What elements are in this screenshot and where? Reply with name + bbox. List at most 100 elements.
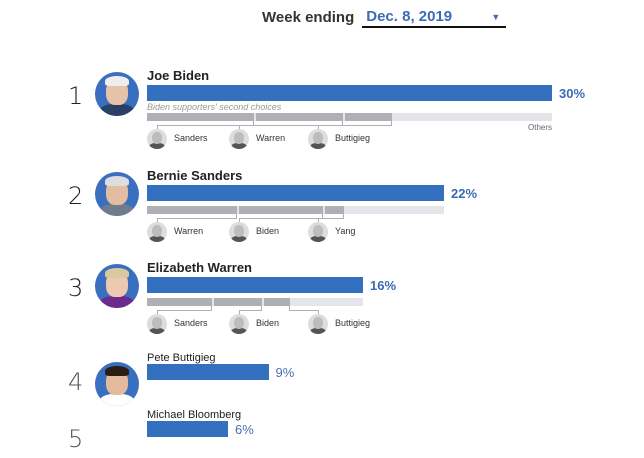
photo-body	[310, 143, 326, 149]
second-choice-segment	[325, 206, 344, 214]
photo-face	[313, 132, 323, 144]
connector-line	[239, 214, 323, 219]
support-value-label: 6%	[235, 422, 254, 437]
second-choice-segment	[239, 206, 324, 214]
photo-body	[99, 104, 135, 116]
photo-face	[234, 132, 244, 144]
second-choice-name: Biden	[256, 318, 280, 328]
connector-line	[239, 306, 261, 311]
support-value-label: 9%	[275, 365, 295, 380]
photo-body	[231, 236, 247, 242]
candidate-photo	[95, 72, 139, 116]
week-dropdown-value: Dec. 8, 2019	[366, 8, 453, 25]
candidate-photo	[95, 172, 139, 216]
photo-body	[149, 328, 165, 334]
second-choice-segment	[147, 298, 212, 306]
second-choice-segment	[147, 113, 255, 121]
connector-line	[342, 214, 344, 219]
second-choice-name: Sanders	[174, 318, 208, 328]
photo-face	[152, 317, 162, 329]
connector-line	[318, 121, 392, 126]
second-choice-photo	[229, 314, 249, 334]
support-bar	[147, 185, 444, 201]
connector-line	[253, 121, 255, 126]
week-label: Week ending	[262, 8, 355, 26]
second-choice-photo	[308, 129, 328, 149]
support-value-label: 22%	[451, 186, 478, 201]
candidate-name: Michael Bloomberg	[147, 409, 242, 421]
rank-number: 3	[68, 274, 84, 302]
photo-face	[313, 225, 323, 237]
connector-line	[288, 306, 318, 311]
photo-hair	[105, 76, 129, 86]
connector-line	[157, 125, 158, 130]
photo-body	[149, 143, 165, 149]
photo-body	[231, 143, 247, 149]
candidate-photo	[95, 264, 139, 308]
photo-body	[231, 328, 247, 334]
second-choice-name: Warren	[174, 226, 204, 236]
support-bar	[147, 364, 269, 380]
second-choice-photo	[308, 222, 328, 242]
support-bar	[147, 85, 552, 101]
photo-body	[99, 394, 135, 406]
second-choice-segment	[345, 113, 393, 121]
candidate-name: Pete Buttigieg	[147, 352, 216, 364]
connector-line	[288, 306, 290, 311]
second-choice-photo	[229, 129, 249, 149]
second-choice-caption: Biden supporters' second choices	[147, 102, 282, 112]
connector-line	[318, 310, 319, 315]
rank-number: 2	[68, 182, 84, 210]
second-choice-segment	[213, 298, 262, 306]
connector-line	[318, 218, 319, 223]
connector-line	[157, 218, 158, 223]
candidate-name: Bernie Sanders	[147, 168, 243, 183]
second-choice-photo	[308, 314, 328, 334]
connector-line	[157, 121, 254, 126]
photo-hair	[105, 268, 129, 278]
second-choice-photo	[147, 314, 167, 334]
second-choice-track	[147, 113, 552, 121]
support-value-label: 30%	[559, 86, 586, 101]
second-choice-segment	[147, 206, 238, 214]
support-bar	[147, 277, 363, 293]
photo-hair	[105, 366, 129, 376]
photo-face	[234, 225, 244, 237]
photo-body	[310, 328, 326, 334]
connector-line	[239, 121, 343, 126]
photo-face	[152, 225, 162, 237]
connector-line	[236, 214, 238, 219]
connector-line	[157, 306, 211, 311]
candidate-photo	[95, 362, 139, 406]
connector-line	[239, 125, 240, 130]
connector-line	[157, 214, 237, 219]
week-dropdown[interactable]: Dec. 8, 2019 ▼	[362, 6, 507, 28]
caret-down-icon: ▼	[491, 12, 501, 22]
second-choice-name: Warren	[256, 133, 286, 143]
photo-body	[99, 204, 135, 216]
connector-line	[260, 306, 262, 311]
support-bar	[147, 421, 228, 437]
connector-line	[157, 310, 158, 315]
second-choice-track	[147, 206, 444, 214]
second-choice-name: Sanders	[174, 133, 208, 143]
candidate-name: Elizabeth Warren	[147, 260, 252, 275]
connector-line	[391, 121, 393, 126]
connector-line	[322, 214, 324, 219]
second-choice-name: Buttigieg	[335, 318, 371, 328]
second-choice-photo	[147, 222, 167, 242]
candidate-name: Joe Biden	[147, 68, 210, 83]
photo-face	[234, 317, 244, 329]
connector-line	[318, 214, 343, 219]
connector-line	[318, 125, 319, 130]
connector-line	[239, 310, 240, 315]
second-choice-segment	[263, 298, 290, 306]
second-choice-photo	[147, 129, 167, 149]
photo-hair	[105, 176, 129, 186]
rank-number: 4	[68, 368, 84, 396]
photo-body	[310, 236, 326, 242]
connector-line	[239, 218, 240, 223]
second-choice-photo	[229, 222, 249, 242]
connector-line	[342, 121, 344, 126]
photo-face	[152, 132, 162, 144]
